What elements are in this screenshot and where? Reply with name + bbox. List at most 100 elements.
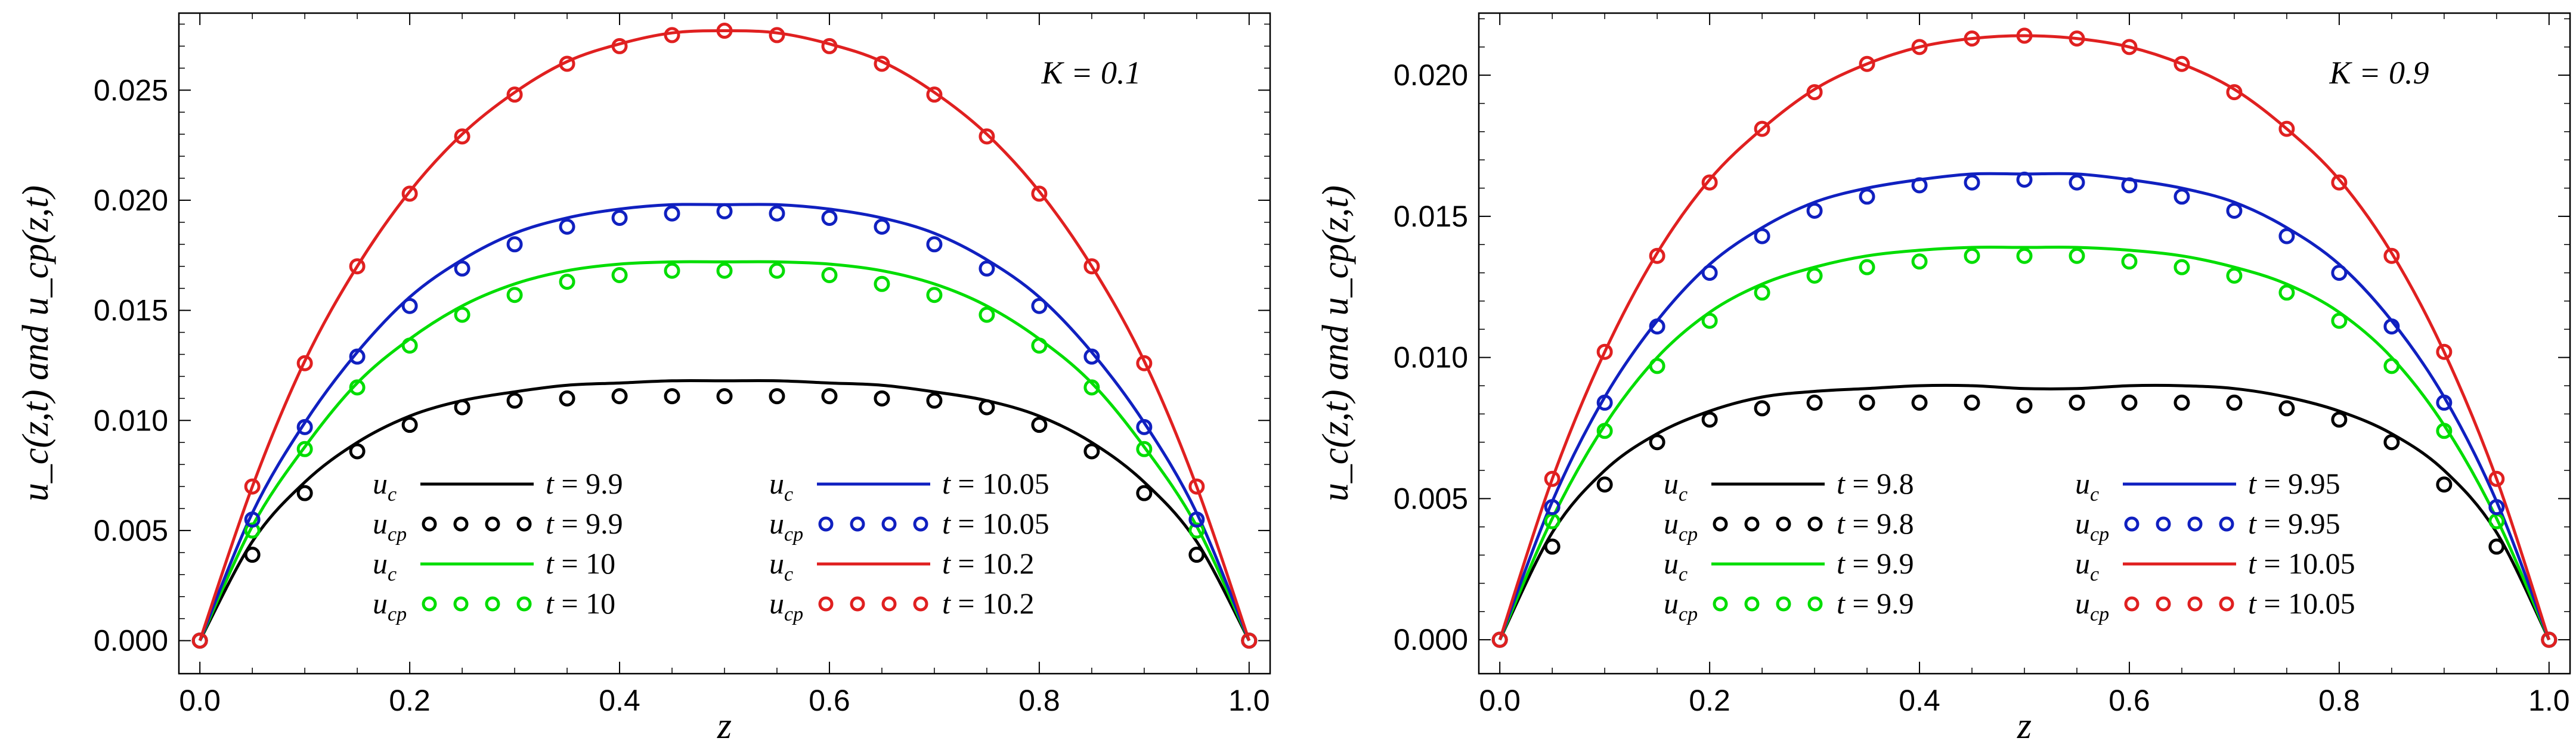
data-point-u_cp-10 <box>349 379 366 396</box>
legend-label: t = 10.05 <box>942 467 1049 500</box>
data-point-u_cp-9.9 <box>1859 259 1875 275</box>
legend-entry: ucp t = 9.9 <box>1664 587 1914 625</box>
x-tick-label: 0.6 <box>2109 684 2150 717</box>
legend-symbol: ucp <box>373 507 407 545</box>
data-point-u_cp-9.95 <box>1859 188 1875 205</box>
data-point-u_cp-9.9 <box>1911 253 1928 270</box>
data-point-u_cp-10 <box>1083 379 1100 396</box>
legend-point-swatch <box>2156 516 2171 532</box>
x-axis-label: z <box>717 706 732 744</box>
legend-label: t = 9.9 <box>1837 547 1914 580</box>
data-point-u_cp-9.8 <box>2174 394 2190 411</box>
legend-entry: ucp t = 10 <box>373 587 615 625</box>
data-point-u_cp-10 <box>979 306 995 323</box>
legend-label: t = 10.05 <box>2248 587 2355 620</box>
data-point-u_cp-9.8 <box>2488 538 2505 555</box>
legend-entry: ucp t = 9.8 <box>1664 507 1914 545</box>
data-point-u_cp-10.2 <box>1136 355 1153 371</box>
data-point-u_cp-10 <box>401 337 418 354</box>
legend-point-swatch <box>850 596 865 612</box>
series-line-u_c-10.05 <box>1498 34 2551 640</box>
data-point-u_cp-10.2 <box>506 86 523 103</box>
legend-entry: uc t = 10.05 <box>2075 547 2355 585</box>
data-point-u_cp-10 <box>664 262 680 279</box>
data-point-u_cp-10.2 <box>191 633 208 649</box>
data-point-u_cp-10.05 <box>1859 55 1875 72</box>
data-point-u_cp-9.9 <box>926 392 943 409</box>
data-point-u_cp-10.2 <box>401 185 418 202</box>
legend-point-swatch <box>881 596 897 612</box>
series-line-u_c-9.95 <box>1498 172 2551 641</box>
data-point-u_cp-9.95 <box>2488 499 2505 516</box>
x-tick-label: 0.8 <box>2318 684 2360 717</box>
x-tick-label: 0.0 <box>179 684 221 717</box>
legend-point-swatch <box>1776 516 1791 532</box>
data-point-u_cp-9.95 <box>2069 174 2085 191</box>
legend-point-swatch <box>422 596 437 612</box>
data-point-u_cp-10.05 <box>716 203 733 219</box>
legend-symbol: ucp <box>1664 587 1698 625</box>
data-point-u_cp-10.05 <box>2541 631 2558 648</box>
legend-point-swatch <box>422 516 437 532</box>
data-point-u_cp-10.05 <box>874 218 890 235</box>
data-point-u_cp-9.9 <box>296 485 313 501</box>
data-point-u_cp-9.8 <box>1701 411 1718 428</box>
data-point-u_cp-9.8 <box>2383 434 2400 451</box>
data-point-u_cp-10.05 <box>559 218 575 235</box>
data-point-u_cp-10.05 <box>1754 120 1770 137</box>
data-point-u_cp-10.05 <box>2016 27 2033 44</box>
data-point-u_cp-10.05 <box>2383 247 2400 264</box>
legend-symbol: ucp <box>373 587 407 625</box>
data-point-u_cp-9.9 <box>2278 284 2295 301</box>
data-point-u_cp-10.2 <box>611 38 628 54</box>
data-point-u_cp-9.9 <box>1754 284 1770 301</box>
legend-label: t = 10 <box>546 587 615 620</box>
data-point-u_cp-9.95 <box>2226 202 2243 219</box>
legend-symbol: uc <box>2075 467 2099 506</box>
data-point-u_cp-9.9 <box>1964 247 1980 264</box>
data-point-u_cp-10.2 <box>769 27 785 44</box>
legend-point-swatch <box>2219 596 2234 612</box>
data-point-u_cp-10 <box>454 306 470 323</box>
data-point-u_cp-9.9 <box>454 399 470 416</box>
data-point-u_cp-10.2 <box>1083 258 1100 275</box>
x-tick-label: 0.6 <box>809 684 850 717</box>
data-point-u_cp-10.2 <box>664 27 680 44</box>
data-point-u_cp-9.8 <box>2436 476 2453 493</box>
data-point-u_cp-9.9 <box>2331 312 2348 329</box>
legend-point-swatch <box>2187 516 2203 532</box>
series-line-u_c-10 <box>198 260 1251 641</box>
data-point-u_cp-9.95 <box>1649 318 1665 335</box>
data-point-u_cp-9.9 <box>611 388 628 405</box>
data-point-u_cp-9.95 <box>2016 171 2033 188</box>
y-tick-label: 0.025 <box>94 73 168 107</box>
data-point-u_cp-9.95 <box>2174 188 2190 205</box>
legend-point-swatch <box>453 596 469 612</box>
data-point-u_cp-10 <box>926 287 943 303</box>
data-point-u_cp-10 <box>559 274 575 290</box>
data-point-u_cp-10.05 <box>2121 39 2138 55</box>
data-point-u_cp-9.9 <box>1136 485 1153 501</box>
data-point-u_cp-10.2 <box>454 128 470 145</box>
legend-symbol: uc <box>1664 547 1688 585</box>
legend-label: t = 9.8 <box>1837 467 1914 500</box>
data-point-u_cp-10.2 <box>821 38 838 54</box>
data-point-u_cp-9.9 <box>2121 253 2138 270</box>
data-point-u_cp-10.05 <box>1701 174 1718 191</box>
legend-label: t = 10.2 <box>942 547 1035 580</box>
data-point-u_cp-9.9 <box>1701 312 1718 329</box>
data-point-u_cp-9.9 <box>979 399 995 416</box>
legend-entry: ucp t = 10.2 <box>769 587 1035 625</box>
legend-point-swatch <box>516 516 532 532</box>
legend-symbol: ucp <box>2075 587 2109 625</box>
y-tick-label: 0.000 <box>1394 623 1468 656</box>
data-point-u_cp-9.9 <box>401 417 418 433</box>
legend-point-swatch <box>2124 516 2140 532</box>
data-point-u_cp-9.8 <box>2016 397 2033 414</box>
data-point-u_cp-9.95 <box>1806 202 1823 219</box>
legend-point-swatch <box>1744 516 1760 532</box>
data-point-u_cp-9.9 <box>1188 547 1205 563</box>
legend-entry: uc t = 9.9 <box>373 467 623 506</box>
series-line-u_c-9.8 <box>1498 383 2551 641</box>
y-axis-label: u_c(z,t) and u_cp(z,t) <box>1315 185 1356 501</box>
